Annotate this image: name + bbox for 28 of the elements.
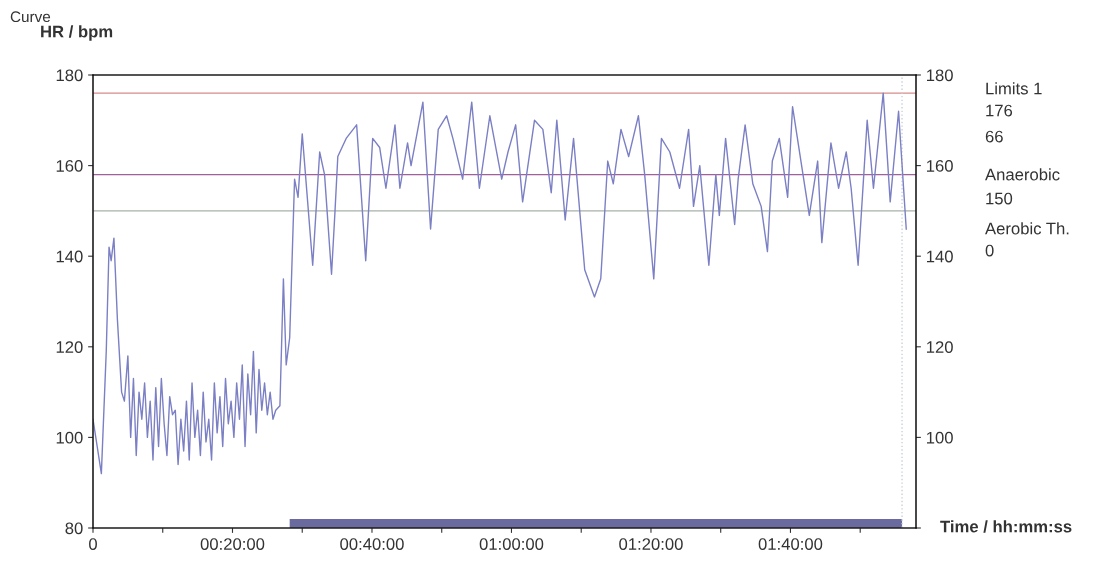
x-tick-label: 0 — [89, 538, 97, 550]
line-series — [93, 92, 907, 475]
x-axis-title: Time / hh:mm:ss — [940, 520, 1072, 533]
text: 150 — [986, 192, 1013, 205]
y2-tick-label: 140 — [926, 250, 953, 263]
x-tick-label: 00:40:00 — [340, 538, 404, 550]
y-axis-title: HR / bpm — [41, 25, 113, 41]
y2-tick-label: 160 — [926, 160, 953, 172]
chart-title: Curve — [10, 11, 51, 23]
text: Anaerobic — [985, 168, 1060, 181]
text: Limits 1 — [986, 82, 1042, 95]
y-tick-label: 80 — [65, 522, 83, 535]
x-tick-label: 01:40:00 — [758, 538, 823, 550]
y2-tick-label: 100 — [926, 431, 953, 444]
y-tick-label: 180 — [56, 69, 83, 82]
y2-tick-label: 120 — [926, 341, 953, 353]
y-tick-label: 120 — [56, 341, 83, 353]
y-tick-label: 160 — [56, 160, 83, 172]
y2-tick-label: 180 — [926, 69, 953, 82]
text: 66 — [985, 130, 1003, 143]
x-tick-label: 00:20:00 — [200, 538, 265, 550]
y-tick-label: 140 — [56, 250, 83, 263]
text: Aerobic Th. — [985, 222, 1069, 235]
text: 0 — [985, 244, 994, 257]
x-tick-label: 01:20:00 — [619, 538, 683, 550]
text: 176 — [986, 104, 1013, 117]
y-tick-label: 100 — [56, 431, 83, 444]
x-tick-label: 01:00:00 — [479, 538, 544, 550]
